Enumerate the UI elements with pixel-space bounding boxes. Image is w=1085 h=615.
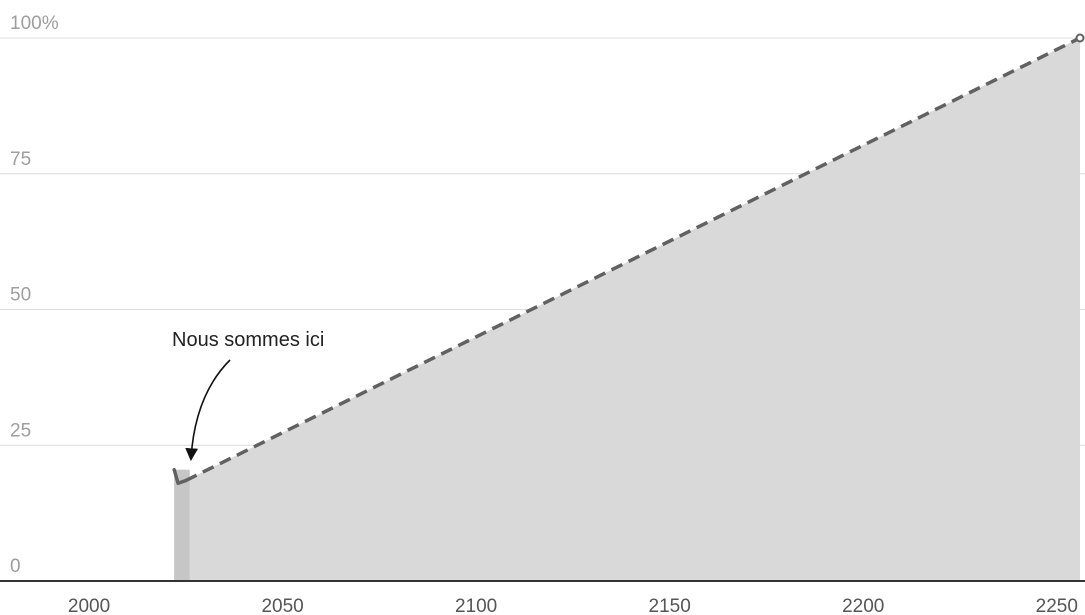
axis-layer: 2000 2050 2100 2150 2200 2250 — [0, 580, 1085, 615]
annotation-layer: Nous sommes ici — [172, 329, 324, 462]
y-tick-label: 25 — [10, 420, 31, 441]
observed-line — [172, 467, 188, 486]
annotation-label: Nous sommes ici — [172, 329, 324, 351]
x-tick-label: 2200 — [842, 596, 884, 615]
y-tick-label: 50 — [10, 285, 31, 306]
area-fill — [174, 38, 1080, 581]
present-band — [174, 469, 190, 581]
y-tick-label: 100% — [10, 13, 59, 34]
x-tick-label: 2000 — [68, 596, 110, 615]
annotation-arrow — [185, 359, 231, 462]
end-point-marker — [1075, 33, 1085, 43]
x-tick-label: 2100 — [455, 596, 497, 615]
y-tick-label: 0 — [10, 556, 21, 577]
x-tick-label: 2150 — [649, 596, 691, 615]
y-tick-label: 75 — [10, 149, 31, 170]
projection-line — [185, 36, 1081, 483]
x-tick-label: 2250 — [1036, 596, 1078, 615]
line-layer — [172, 33, 1085, 486]
x-tick-label: 2050 — [261, 596, 303, 615]
area-layer — [174, 38, 1080, 581]
